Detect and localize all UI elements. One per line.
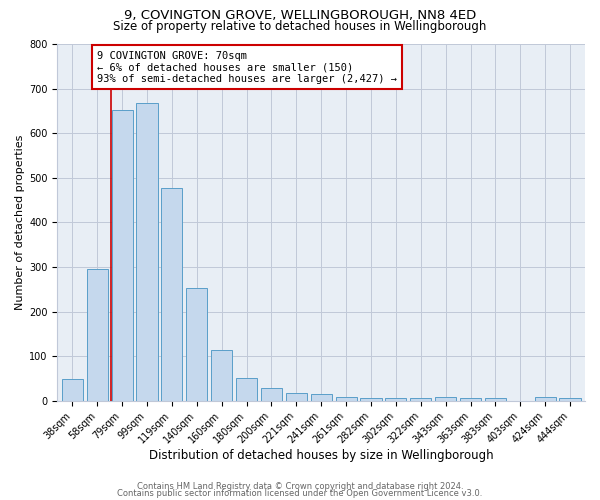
Bar — [236, 378, 257, 400]
Text: Size of property relative to detached houses in Wellingborough: Size of property relative to detached ho… — [113, 20, 487, 33]
Bar — [559, 398, 581, 400]
Bar — [460, 398, 481, 400]
Text: Contains public sector information licensed under the Open Government Licence v3: Contains public sector information licen… — [118, 488, 482, 498]
Bar — [112, 110, 133, 401]
Bar — [335, 397, 356, 400]
Bar — [535, 396, 556, 400]
Text: 9 COVINGTON GROVE: 70sqm
← 6% of detached houses are smaller (150)
93% of semi-d: 9 COVINGTON GROVE: 70sqm ← 6% of detache… — [97, 50, 397, 84]
Text: 9, COVINGTON GROVE, WELLINGBOROUGH, NN8 4ED: 9, COVINGTON GROVE, WELLINGBOROUGH, NN8 … — [124, 9, 476, 22]
Bar — [261, 388, 282, 400]
Bar — [485, 398, 506, 400]
X-axis label: Distribution of detached houses by size in Wellingborough: Distribution of detached houses by size … — [149, 450, 494, 462]
Bar — [361, 398, 382, 400]
Bar — [385, 398, 406, 400]
Text: Contains HM Land Registry data © Crown copyright and database right 2024.: Contains HM Land Registry data © Crown c… — [137, 482, 463, 491]
Bar — [86, 269, 108, 400]
Bar — [186, 288, 208, 401]
Bar — [211, 350, 232, 401]
Bar — [161, 188, 182, 400]
Bar — [286, 393, 307, 400]
Bar — [62, 380, 83, 400]
Y-axis label: Number of detached properties: Number of detached properties — [15, 134, 25, 310]
Bar — [136, 104, 158, 401]
Bar — [435, 397, 456, 400]
Bar — [410, 398, 431, 400]
Bar — [311, 394, 332, 400]
